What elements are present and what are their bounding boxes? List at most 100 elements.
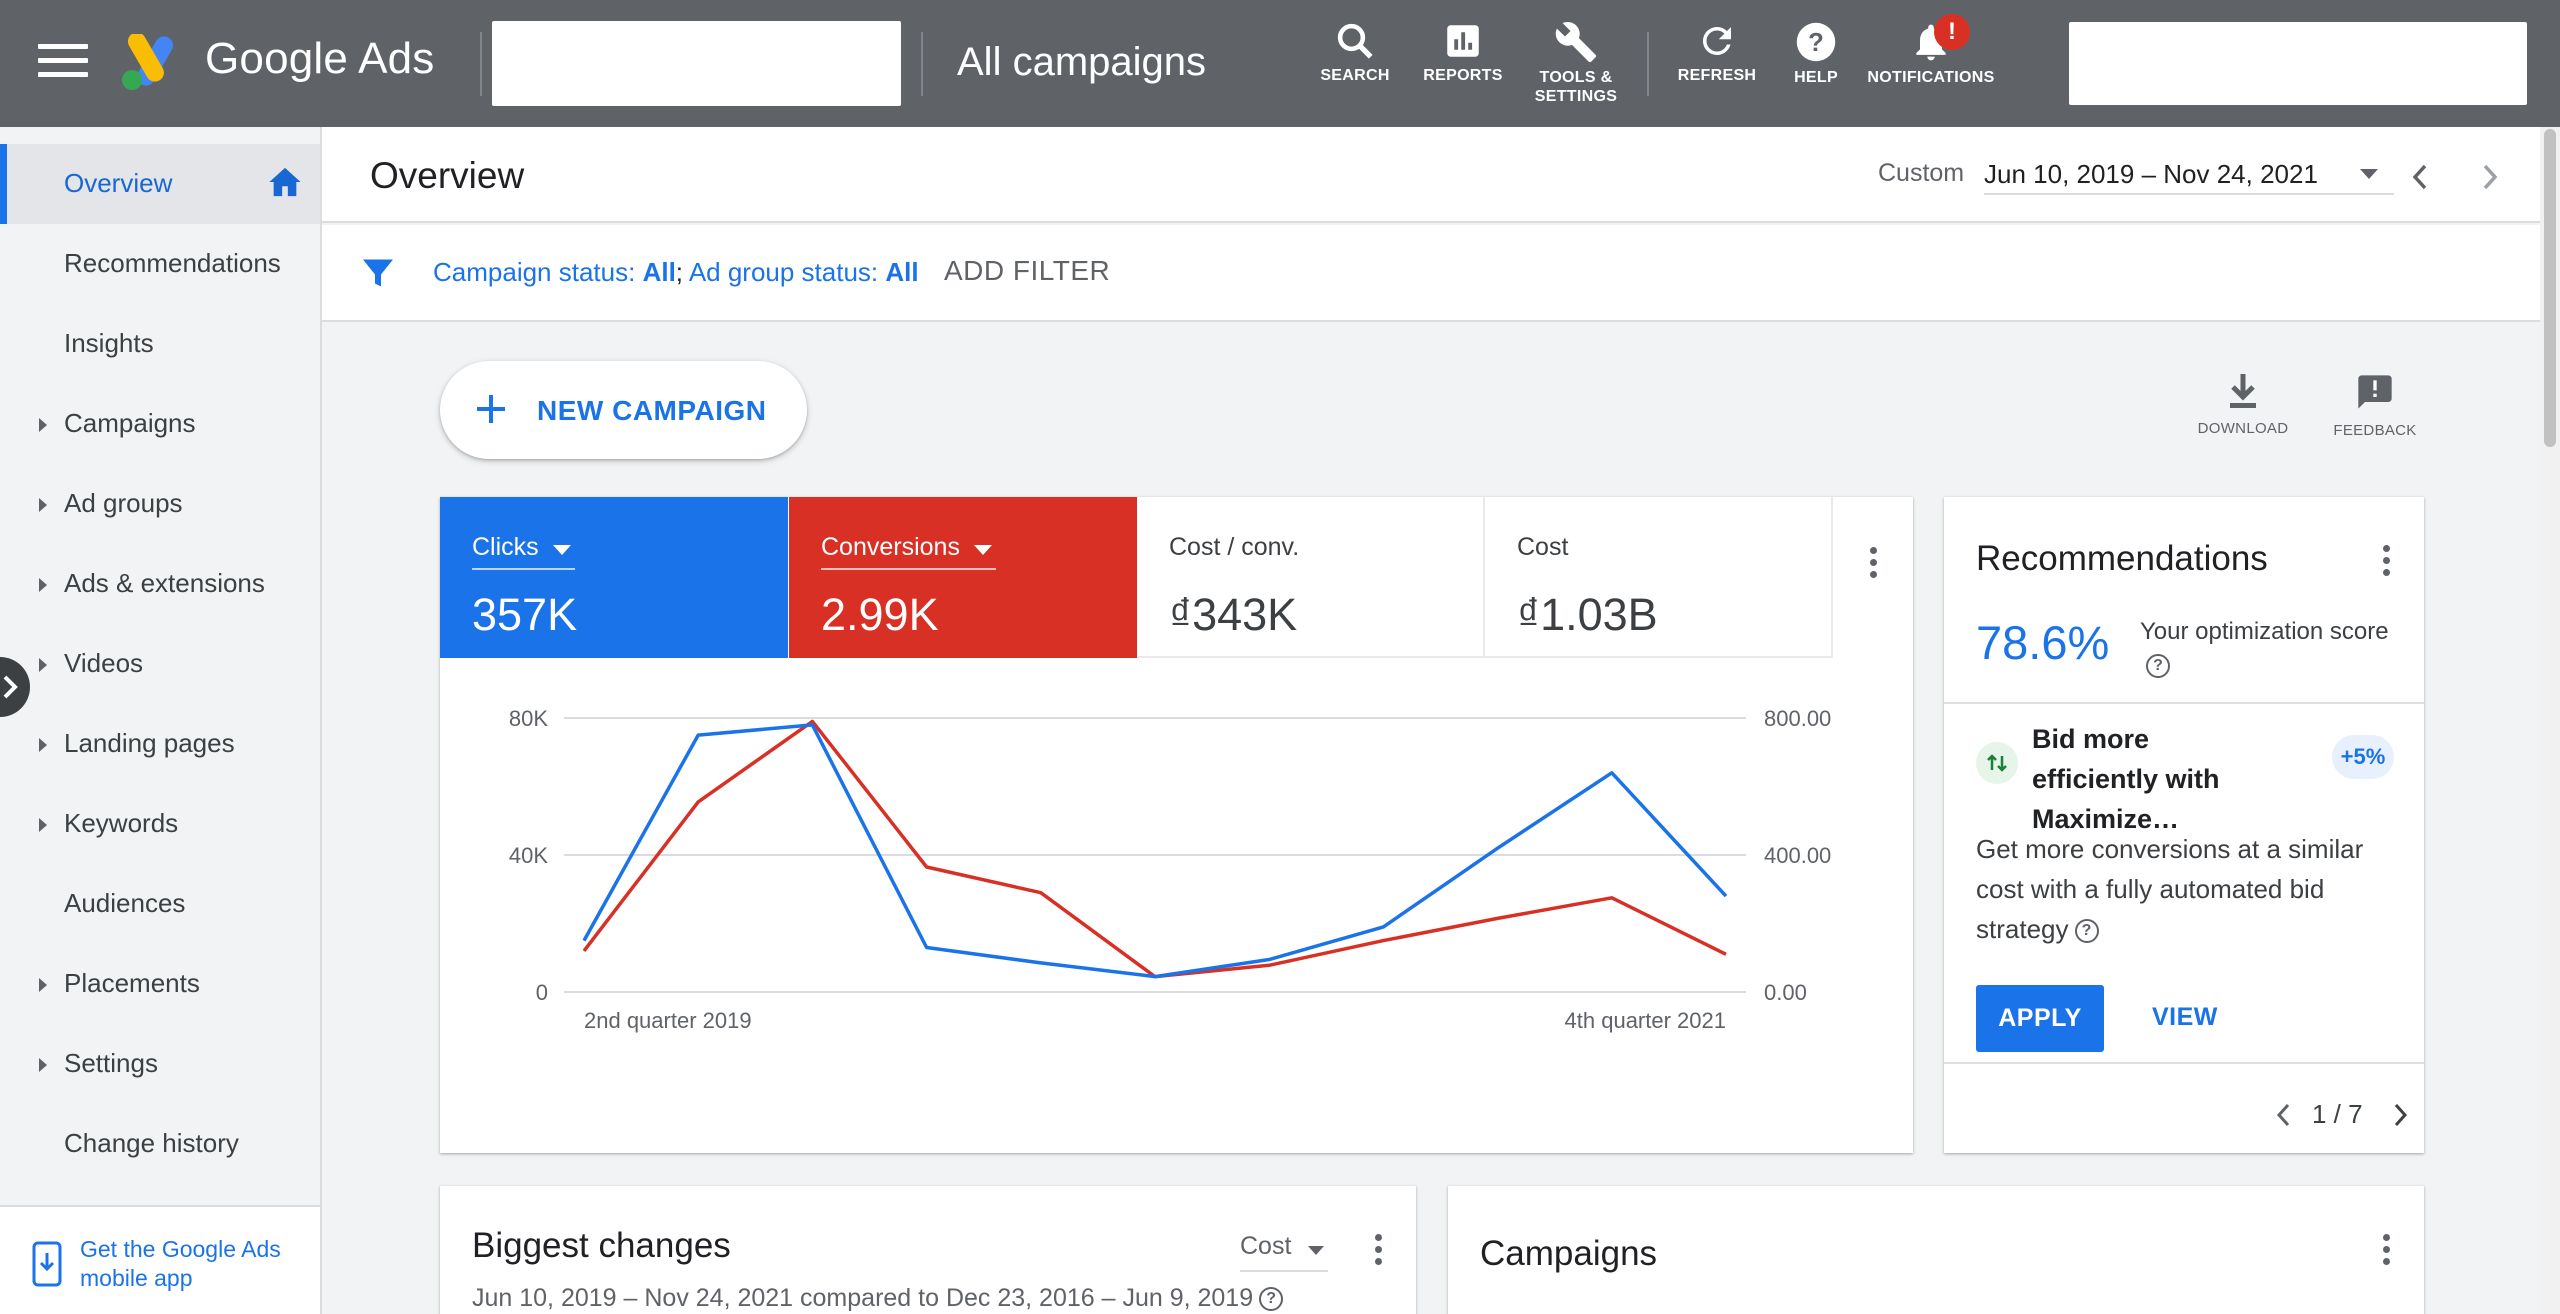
google-ads-logo bbox=[122, 34, 173, 90]
feedback-button[interactable]: FEEDBACK bbox=[2320, 372, 2430, 439]
mobile-phone-icon bbox=[32, 1241, 62, 1287]
search-icon bbox=[1337, 23, 1373, 59]
campaigns-card: Campaigns bbox=[1448, 1186, 2424, 1314]
bid-strategy-icon bbox=[1976, 742, 2018, 784]
date-range-selector[interactable]: Jun 10, 2019 – Nov 24, 2021 bbox=[1984, 147, 2394, 195]
recommendation-pager: 1 / 7 bbox=[2274, 1095, 2414, 1135]
add-filter-button[interactable]: ADD FILTER bbox=[944, 255, 1111, 286]
metric-selector[interactable]: Cost bbox=[1240, 1232, 1328, 1272]
expand-arrow-icon bbox=[39, 1058, 47, 1072]
card-title: Recommendations bbox=[1976, 539, 2268, 578]
optimization-score: 78.6% bbox=[1976, 616, 2110, 669]
more-options-icon[interactable] bbox=[2376, 1234, 2396, 1274]
sidebar-item-audiences[interactable]: Audiences bbox=[64, 888, 186, 918]
caret-down-icon bbox=[973, 545, 992, 555]
download-button[interactable]: DOWNLOAD bbox=[2188, 372, 2298, 437]
metric-value: 357K bbox=[472, 589, 578, 640]
expand-arrow-icon bbox=[39, 418, 47, 432]
expand-arrow-icon bbox=[39, 818, 47, 832]
help-icon[interactable]: ? bbox=[2146, 653, 2170, 678]
y-left-tick-label: 40K bbox=[509, 843, 548, 868]
recommendation-description: Get more conversions at a similar cost w… bbox=[1976, 834, 2364, 944]
chevron-right-icon bbox=[3, 675, 18, 699]
sidebar-item-keywords[interactable]: Keywords bbox=[0, 784, 320, 864]
sidebar-item-recommendations[interactable]: Recommendations bbox=[64, 248, 281, 278]
user-account-box[interactable] bbox=[2069, 22, 2527, 105]
reports-icon bbox=[1447, 25, 1479, 57]
divider bbox=[0, 1205, 320, 1207]
sidebar-item-landing-pages[interactable]: Landing pages bbox=[0, 704, 320, 784]
page-scrollbar[interactable] bbox=[2540, 127, 2560, 1314]
notification-badge: ! bbox=[1934, 14, 1970, 50]
tools-settings-button[interactable]: TOOLS & SETTINGS bbox=[1524, 20, 1628, 120]
sidebar-item-campaigns[interactable]: Campaigns bbox=[0, 384, 320, 464]
series-line-conversions[interactable] bbox=[582, 719, 1727, 979]
divider bbox=[1647, 32, 1649, 96]
sidebar-item-overview[interactable]: Overview bbox=[0, 144, 320, 224]
divider bbox=[1944, 1062, 2424, 1064]
sidebar-item-videos[interactable]: Videos bbox=[0, 624, 320, 704]
recommendations-card: Recommendations 78.6% Your optimization … bbox=[1944, 497, 2424, 1153]
reports-button[interactable]: REPORTS bbox=[1413, 20, 1513, 120]
refresh-button[interactable]: REFRESH bbox=[1672, 20, 1762, 120]
view-button[interactable]: VIEW bbox=[2152, 1003, 2218, 1031]
sidebar-item-ads-extensions[interactable]: Ads & extensions bbox=[0, 544, 320, 624]
new-campaign-button[interactable]: NEW CAMPAIGN bbox=[440, 361, 807, 459]
help-button[interactable]: ? HELP bbox=[1776, 20, 1856, 120]
apply-button[interactable]: APPLY bbox=[1976, 985, 2104, 1052]
metric-conversions[interactable]: Conversions 2.99K bbox=[789, 497, 1137, 658]
metric-value: ₫1.03B bbox=[1517, 589, 1658, 640]
performance-chart: 0 40K 80K 0.00 400.00 800.00 2nd quarter 2019 4… bbox=[509, 706, 1831, 1033]
sidebar: Overview Recommendations Insights Campaigns… bbox=[0, 127, 322, 1314]
svg-text:?: ? bbox=[1808, 29, 1824, 57]
previous-period-button[interactable] bbox=[2410, 163, 2430, 191]
filter-icon[interactable] bbox=[360, 255, 396, 291]
page-header: Overview Custom Jun 10, 2019 – Nov 24, 2… bbox=[322, 127, 2540, 223]
metric-cost-per-conversion[interactable]: Cost / conv. ₫343K bbox=[1137, 497, 1485, 658]
card-title: Campaigns bbox=[1480, 1234, 1658, 1273]
next-period-button[interactable] bbox=[2480, 163, 2500, 191]
campaign-scope-title[interactable]: All campaigns bbox=[957, 40, 1207, 84]
x-tick-label: 4th quarter 2021 bbox=[1565, 1008, 1726, 1033]
sidebar-item-insights[interactable]: Insights bbox=[64, 328, 154, 358]
caret-down-icon bbox=[1308, 1246, 1324, 1255]
expand-arrow-icon bbox=[39, 978, 47, 992]
expand-arrow-icon bbox=[39, 658, 47, 672]
metric-selector[interactable]: Conversions bbox=[821, 533, 996, 570]
metric-cost[interactable]: Cost ₫1.03B bbox=[1485, 497, 1833, 658]
sidebar-item-change-history[interactable]: Change history bbox=[64, 1128, 239, 1158]
more-options-icon[interactable] bbox=[1863, 547, 1883, 587]
chevron-left-icon[interactable] bbox=[2274, 1101, 2292, 1129]
search-button[interactable]: SEARCH bbox=[1310, 20, 1400, 120]
biggest-changes-card: Biggest changes Cost Jun 10, 2019 – Nov … bbox=[440, 1186, 1416, 1314]
sidebar-item-settings[interactable]: Settings bbox=[0, 1024, 320, 1104]
optimization-score-label: Your optimization score? bbox=[2140, 615, 2400, 681]
performance-card: Clicks 357K Conversions 2.99K Cost / con… bbox=[440, 497, 1913, 1153]
refresh-icon bbox=[1702, 26, 1731, 55]
divider bbox=[921, 32, 923, 96]
series-line-clicks[interactable] bbox=[582, 723, 1728, 979]
account-selector[interactable] bbox=[492, 21, 901, 106]
help-icon[interactable]: ? bbox=[1259, 1287, 1284, 1312]
menu-icon[interactable] bbox=[38, 44, 88, 84]
mobile-app-link[interactable]: Get the Google Ads mobile app bbox=[0, 1207, 320, 1314]
y-left-tick-label: 0 bbox=[536, 980, 548, 1005]
help-icon[interactable]: ? bbox=[2074, 919, 2099, 944]
plus-icon bbox=[477, 395, 505, 423]
caret-down-icon bbox=[552, 545, 571, 555]
more-options-icon[interactable] bbox=[2376, 545, 2396, 585]
sidebar-item-ad-groups[interactable]: Ad groups bbox=[0, 464, 320, 544]
metric-selector[interactable]: Clicks bbox=[472, 533, 575, 570]
expand-arrow-icon bbox=[39, 738, 47, 752]
sidebar-item-placements[interactable]: Placements bbox=[0, 944, 320, 1024]
active-filters[interactable]: Campaign status: All; Ad group status: A… bbox=[433, 257, 919, 287]
more-options-icon[interactable] bbox=[1368, 1234, 1388, 1274]
notifications-button[interactable]: NOTIFICATIONS bbox=[1866, 20, 1996, 120]
scrollbar-thumb[interactable] bbox=[2544, 129, 2556, 447]
recommendation-title[interactable]: Bid more efficiently with Maximize… bbox=[2032, 724, 2220, 834]
expand-arrow-icon bbox=[39, 498, 47, 512]
metric-clicks[interactable]: Clicks 357K bbox=[440, 497, 788, 658]
y-right-tick-label: 0.00 bbox=[1764, 980, 1807, 1005]
chevron-right-icon[interactable] bbox=[2392, 1101, 2410, 1129]
page-title: Overview bbox=[370, 155, 525, 196]
